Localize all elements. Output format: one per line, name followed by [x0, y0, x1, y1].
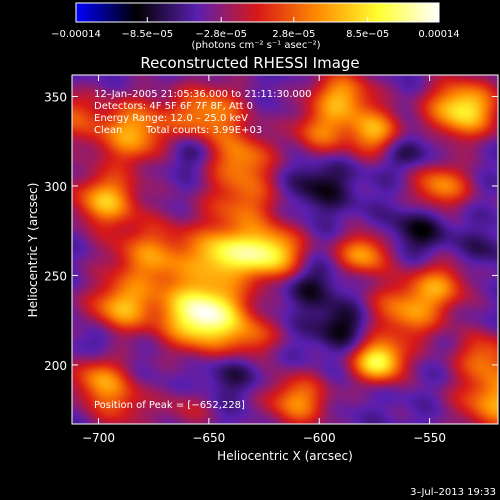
- annotation-peak-position: Position of Peak = [−652,228]: [94, 400, 245, 411]
- x-axis-label: Heliocentric X (arcsec): [217, 449, 353, 463]
- colorbar-tick-label: −8.5e−05: [122, 29, 174, 40]
- y-axis-ticks: 200 250 300 350: [44, 90, 498, 373]
- chart-title: Reconstructed RHESSI Image: [140, 54, 359, 72]
- x-tick-label: −550: [413, 431, 446, 445]
- y-tick-label: 250: [44, 269, 67, 283]
- annotation-algorithm: Clean: [94, 125, 122, 136]
- x-tick-label: −650: [192, 431, 225, 445]
- y-axis-label: Heliocentric Y (arcsec): [26, 183, 40, 318]
- colorbar-tick-label: −2.8e−05: [195, 29, 247, 40]
- annotation-energy-range: Energy Range: 12.0 – 25.0 keV: [94, 113, 248, 124]
- x-axis-ticks: −700 −650 −600 −550: [82, 75, 446, 445]
- y-tick-label: 350: [44, 90, 67, 104]
- colorbar-tick-label: 2.8e−05: [272, 29, 315, 40]
- colorbar-tick-label: 0.00014: [418, 29, 459, 40]
- x-tick-label: −600: [303, 431, 336, 445]
- annotation-time-range: 12–Jan–2005 21:05:36.000 to 21:11:30.000: [94, 89, 312, 100]
- annotation-total-counts: Total counts: 3.99E+03: [145, 125, 262, 136]
- colorbar-ticks: −0.00014 −8.5e−05 −2.8e−05 2.8e−05 8.5e−05 0.…: [51, 17, 460, 40]
- annotation-detectors: Detectors: 4F 5F 6F 7F 8F, Att 0: [94, 101, 253, 112]
- colorbar-gradient: [75, 2, 440, 23]
- heatmap-image: [72, 75, 498, 424]
- timestamp: 3–Jul–2013 19:33: [410, 487, 496, 498]
- plot-area: −700 −650 −600 −550 200 250 300 350: [44, 74, 499, 445]
- colorbar-tick-label: 8.5e−05: [346, 29, 389, 40]
- colorbar-unit-label: (photons cm⁻² s⁻¹ asec⁻²): [191, 40, 320, 51]
- y-tick-label: 300: [44, 180, 67, 194]
- plot-frame: [71, 74, 499, 425]
- colorbar: −0.00014 −8.5e−05 −2.8e−05 2.8e−05 8.5e−05 0.…: [51, 2, 460, 51]
- colorbar-tick-label: −0.00014: [51, 29, 101, 40]
- y-tick-label: 200: [44, 359, 67, 373]
- x-tick-label: −700: [82, 431, 115, 445]
